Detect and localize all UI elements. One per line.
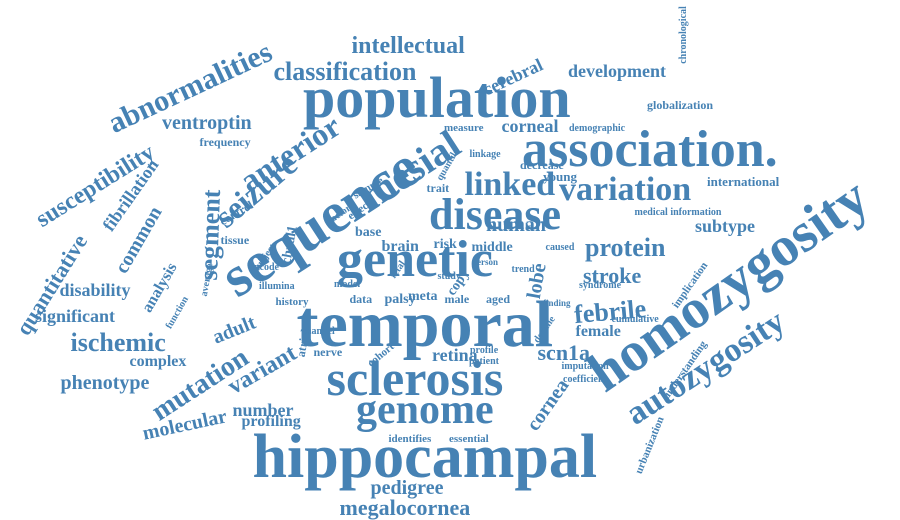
word-profile: profile bbox=[470, 345, 499, 356]
word-medical-information: medical information bbox=[634, 207, 722, 218]
word-international: international bbox=[707, 173, 780, 189]
word-hippocampal: hippocampal bbox=[252, 423, 598, 491]
word-frequency: frequency bbox=[199, 135, 251, 149]
word-complex: complex bbox=[129, 353, 187, 370]
word-linkage: linkage bbox=[469, 149, 501, 160]
word-brain: brain bbox=[381, 238, 419, 255]
word-number: number bbox=[232, 400, 294, 420]
word-stroke: stroke bbox=[583, 263, 642, 288]
word-model: model bbox=[334, 279, 361, 290]
word-male: male bbox=[444, 292, 470, 306]
word-protein: protein bbox=[585, 233, 666, 262]
word-tissue: tissue bbox=[220, 233, 250, 247]
word-imputation: imputation bbox=[561, 361, 609, 372]
word-study: study bbox=[437, 271, 461, 282]
word-linked: linked bbox=[464, 166, 556, 203]
word-syndrome: syndrome bbox=[579, 280, 622, 291]
word-caused: caused bbox=[545, 242, 575, 253]
word-palsy: palsy bbox=[384, 292, 416, 307]
word-phenotype: phenotype bbox=[60, 372, 150, 394]
word-risk: risk bbox=[433, 237, 457, 252]
word-association: association. bbox=[522, 121, 778, 178]
word-human: human bbox=[486, 214, 547, 236]
word-decrease: decrease bbox=[520, 158, 564, 172]
word-adult: adult bbox=[209, 311, 259, 349]
word-encode: encode bbox=[249, 262, 279, 273]
word-history: history bbox=[275, 295, 309, 308]
word-function: function bbox=[163, 294, 192, 331]
word-retina: retina bbox=[432, 345, 478, 365]
word-measure: measure bbox=[444, 121, 484, 134]
word-middle: middle bbox=[471, 240, 513, 255]
word-identifies: identifies bbox=[388, 432, 432, 445]
word-base: base bbox=[355, 225, 382, 240]
word-variation: variation bbox=[559, 171, 692, 208]
word-cumulative: cumulative bbox=[611, 314, 659, 325]
word-population: population bbox=[303, 65, 571, 130]
word-profiling: profiling bbox=[241, 413, 301, 430]
word-finding: finding bbox=[543, 297, 571, 308]
word-aged: aged bbox=[486, 292, 510, 306]
word-patient: patient bbox=[469, 356, 499, 367]
word-classification: classification bbox=[273, 57, 417, 86]
word-data: data bbox=[349, 292, 373, 306]
word-ventroptin: ventroptin bbox=[162, 112, 252, 134]
word-genome: genome bbox=[356, 387, 494, 433]
word-ischemic: ischemic bbox=[70, 328, 166, 357]
word-temporal: temporal bbox=[296, 288, 554, 361]
word-demographic: demographic bbox=[569, 123, 626, 134]
word-nerve: nerve bbox=[313, 345, 343, 359]
word-meta: meta bbox=[408, 289, 438, 304]
word-development: development bbox=[568, 61, 666, 81]
word-disability: disability bbox=[59, 280, 131, 300]
word-young: young bbox=[543, 168, 577, 184]
word-sclerosis: sclerosis bbox=[326, 350, 504, 406]
word-chronological: chronological bbox=[677, 6, 689, 64]
word-coefficient: coefficient bbox=[563, 374, 607, 385]
word-intellectual: intellectual bbox=[351, 33, 465, 59]
word-person: person bbox=[472, 256, 499, 267]
word-disease: disease bbox=[429, 190, 561, 239]
word-corneal: corneal bbox=[501, 116, 559, 136]
word-globalization: globalization bbox=[647, 98, 714, 112]
word-scn1a: scn1a bbox=[537, 340, 591, 365]
word-subtype: subtype bbox=[695, 216, 756, 236]
word-female: female bbox=[575, 323, 621, 340]
word-channel: channel bbox=[301, 326, 335, 337]
word-significant: significant bbox=[35, 306, 116, 326]
word-genetic: genetic bbox=[337, 231, 493, 288]
word-trend: trend bbox=[511, 264, 535, 275]
word-illumina: illumina bbox=[259, 281, 295, 292]
word-essential: essential bbox=[449, 432, 489, 445]
word-megalocornea: megalocornea bbox=[339, 495, 471, 520]
word-trait: trait bbox=[426, 181, 450, 195]
word-pedigree: pedigree bbox=[370, 477, 444, 499]
